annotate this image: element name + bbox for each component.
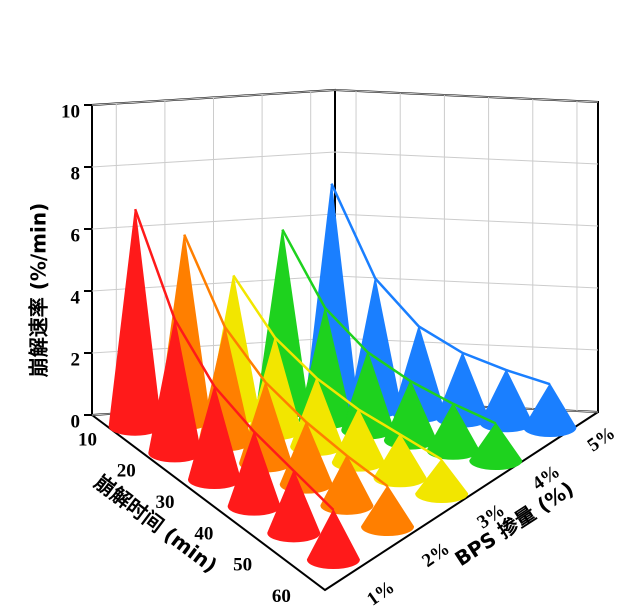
y-tick-label: 1% [363, 577, 398, 607]
y-tick-label: 2% [418, 538, 453, 572]
cone [361, 485, 415, 537]
tip-line [330, 183, 551, 386]
x-tick-label: 60 [272, 586, 291, 607]
floor-edge [91, 411, 599, 592]
z-tick-label: 0 [71, 411, 81, 432]
cone [523, 383, 577, 438]
cone [267, 469, 321, 543]
tip-line [134, 208, 335, 511]
cone [373, 433, 427, 488]
cone [320, 454, 374, 515]
x-tick-label: 30 [156, 492, 175, 513]
tip-line [232, 274, 443, 461]
z-tick-label: 6 [71, 225, 81, 246]
z-axis-title: 崩解速率 (%/min) [27, 203, 51, 378]
z-tick-label: 8 [71, 163, 81, 184]
y-axis-title: BPS 掺量 (%) [450, 476, 578, 571]
cone [415, 458, 469, 504]
x-tick-label: 50 [233, 555, 252, 576]
z-tick-label: 2 [71, 349, 81, 370]
tip-line [281, 228, 497, 425]
z-tick-label: 10 [61, 101, 80, 122]
x-tick-label: 40 [194, 523, 213, 544]
x-tick-label: 20 [117, 461, 136, 482]
cone [306, 508, 360, 570]
z-tick-label: 4 [71, 287, 81, 308]
cone [469, 422, 523, 471]
x-tick-label: 10 [78, 429, 97, 450]
y-tick-label: 5% [584, 423, 617, 457]
grid-line [91, 151, 599, 168]
grid-line [91, 89, 599, 106]
tip-line [183, 234, 389, 488]
